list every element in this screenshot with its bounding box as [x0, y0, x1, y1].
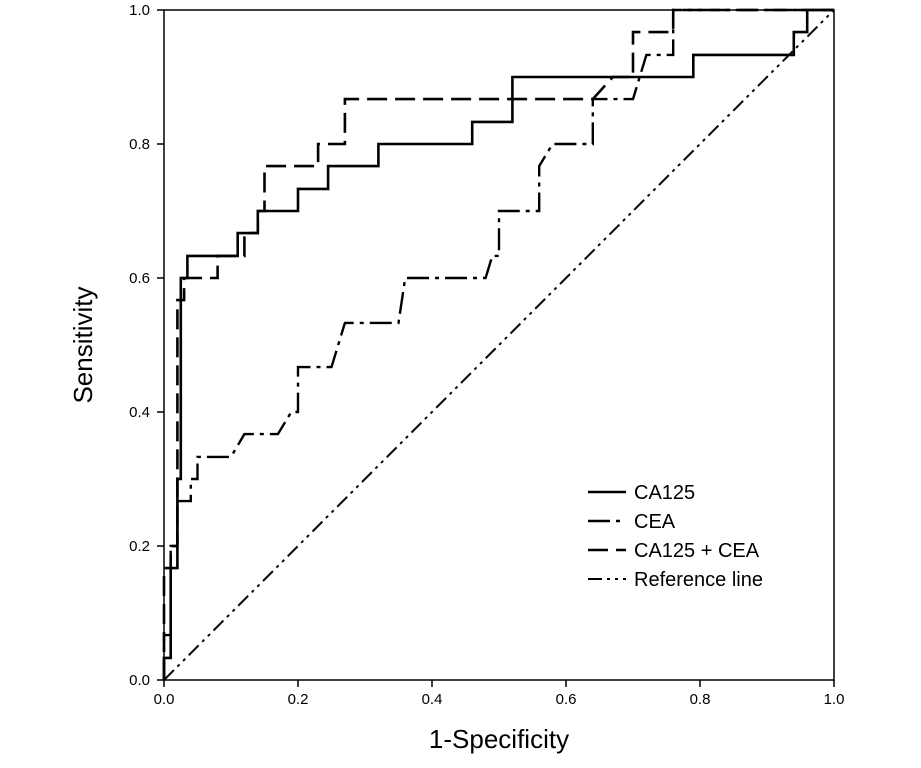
- x-tick-label: 1.0: [824, 691, 845, 708]
- series-line-cea: [162, 8, 834, 680]
- x-tick-label: 0.8: [690, 691, 711, 708]
- y-tick-label: 0.6: [129, 270, 150, 287]
- series-layer: [162, 8, 835, 681]
- series-line-ca125-cea: [162, 8, 834, 680]
- x-axis-ticks: 0.0 0.2 0.4 0.6 0.8 1.0: [154, 680, 845, 708]
- legend: CA125 CEA CA125 + CEA Reference line: [588, 482, 763, 591]
- legend-label: Reference line: [634, 569, 763, 591]
- legend-label: CA125 + CEA: [634, 540, 760, 562]
- legend-label: CEA: [634, 511, 676, 533]
- y-tick-label: 0.2: [129, 538, 150, 555]
- legend-label: CA125: [634, 482, 695, 504]
- y-tick-label: 0.4: [129, 404, 150, 421]
- plot-frame: [163, 9, 835, 681]
- x-tick-label: 0.4: [422, 691, 443, 708]
- x-tick-label: 0.6: [556, 691, 577, 708]
- x-axis-title: 1-Specificity: [429, 724, 569, 754]
- y-tick-label: 0.0: [129, 672, 150, 689]
- x-tick-label: 0.2: [288, 691, 309, 708]
- y-tick-label: 1.0: [129, 2, 150, 19]
- y-axis-title: Sensitivity: [68, 286, 98, 403]
- series-line-reference-line: [163, 9, 835, 681]
- x-tick-label: 0.0: [154, 691, 175, 708]
- y-axis-ticks: 0.0 0.2 0.4 0.6 0.8 1.0: [129, 2, 164, 689]
- y-tick-label: 0.8: [129, 136, 150, 153]
